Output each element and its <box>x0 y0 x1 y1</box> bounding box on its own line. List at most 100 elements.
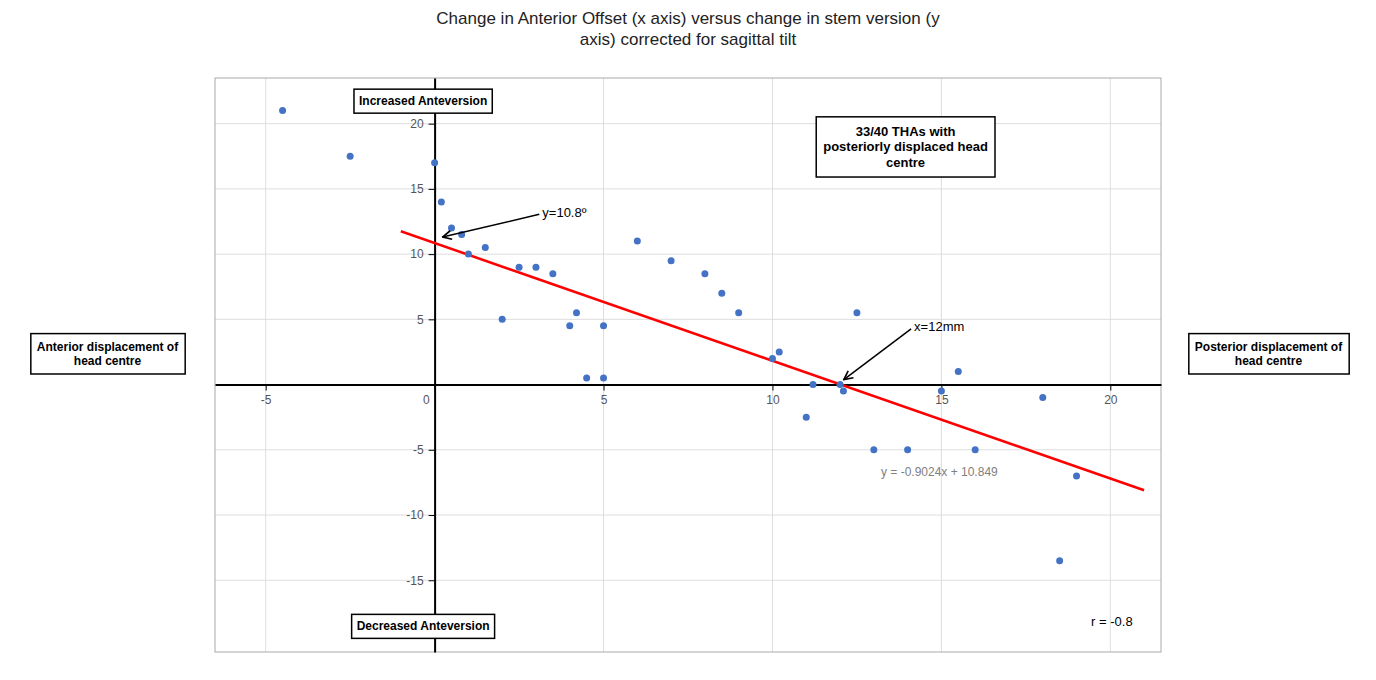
y-tick: 20 <box>410 117 434 131</box>
grid-line-y <box>215 515 1161 516</box>
scatter-point <box>972 446 979 453</box>
summary-box: 33/40 THAs withposteriorly displaced hea… <box>816 117 995 177</box>
x-annotation: x=12mm <box>914 319 964 334</box>
x-tick-label: 10 <box>766 393 780 407</box>
y-tick-mark <box>429 450 435 451</box>
scatter-point <box>810 381 817 388</box>
scatter-point <box>769 355 776 362</box>
scatter-point <box>465 251 472 258</box>
right-label-line: head centre <box>1235 354 1303 368</box>
left-label-line: head centre <box>74 354 142 368</box>
grid-line-x <box>1110 78 1111 652</box>
x-tick-mark <box>266 385 267 391</box>
scatter-point <box>600 375 607 382</box>
scatter-point <box>516 264 523 271</box>
decreased-box-text: Decreased Anteversion <box>357 619 490 633</box>
x-tick-label: 20 <box>1104 393 1118 407</box>
y-tick: -15 <box>406 574 434 588</box>
scatter-point <box>776 348 783 355</box>
grid-line-y <box>215 319 1161 320</box>
y-tick-mark <box>429 124 435 125</box>
scatter-point <box>668 257 675 264</box>
y-annotation: y=10.8º <box>542 205 586 220</box>
y-tick: 5 <box>417 313 435 327</box>
x-tick-mark <box>772 385 773 391</box>
equation: y = -0.9024x + 10.849 <box>881 465 998 479</box>
x-tick-label: 0 <box>423 393 430 407</box>
scatter-point <box>549 270 556 277</box>
x-tick-label: -5 <box>261 393 272 407</box>
title-line: axis) corrected for sagittal tilt <box>580 30 797 49</box>
scatter-point <box>583 375 590 382</box>
left-label-text: Anterior displacement ofhead centre <box>37 340 179 368</box>
annotations: y = -0.9024x + 10.849 y=10.8º x=12mm 33/40 … <box>352 89 1133 638</box>
scatter-point <box>431 159 438 166</box>
increased-box: Increased Anteversion <box>354 89 492 113</box>
scatter-point <box>279 107 286 114</box>
side-labels: Anterior displacement ofhead centre Poste… <box>31 334 1349 374</box>
grid <box>215 78 1161 652</box>
scatter-point <box>532 264 539 271</box>
y-tick-label: 5 <box>417 313 424 327</box>
y-tick: 15 <box>410 182 434 196</box>
plot-frame <box>215 78 1161 652</box>
scatter-point <box>1039 394 1046 401</box>
summary-box-line: centre <box>886 155 925 170</box>
scatter-point <box>347 153 354 160</box>
x-tick: 5 <box>601 385 608 408</box>
x-tick-mark <box>1110 385 1111 391</box>
plot: -505101520-15-10-55101520y = -0.9024x + … <box>215 78 1162 653</box>
r-text: r = -0.8 <box>1091 614 1133 629</box>
grid-line-y <box>215 449 1161 450</box>
summary-box-line: 33/40 THAs with <box>856 124 956 139</box>
grid-line-y <box>215 123 1161 124</box>
y-tick: 10 <box>410 247 434 261</box>
scatter-point <box>1056 557 1063 564</box>
grid-line-y <box>215 188 1161 189</box>
y-annotation-text: y=10.8º <box>542 205 586 220</box>
scatter-point <box>1073 472 1080 479</box>
scatter-point <box>955 368 962 375</box>
scatter-point <box>448 225 455 232</box>
x-annotation-arrow <box>844 329 911 380</box>
decreased-box-box <box>352 614 495 638</box>
x-tick: 20 <box>1104 385 1118 408</box>
left-label-box <box>31 334 185 374</box>
increased-box-text: Increased Anteversion <box>359 94 487 108</box>
scatter-point <box>853 309 860 316</box>
y-tick-label: 20 <box>410 117 424 131</box>
scatter-point <box>718 290 725 297</box>
right-label-box <box>1189 334 1349 374</box>
decreased-box-line: Decreased Anteversion <box>357 619 490 633</box>
regression-line <box>401 231 1144 490</box>
points <box>279 107 1080 564</box>
y-tick-mark <box>429 254 435 255</box>
x-annotation-line: x=12mm <box>914 319 964 334</box>
scatter-point <box>499 316 506 323</box>
x-tick: 15 <box>935 385 949 408</box>
x-axis: -5 0 5 10 15 20 <box>216 385 1162 408</box>
increased-box-box <box>354 89 492 113</box>
x-tick: -5 <box>261 385 272 408</box>
y-tick-label: -15 <box>406 574 424 588</box>
title-line: Change in Anterior Offset (x axis) versu… <box>436 9 940 28</box>
scatter-point <box>904 446 911 453</box>
x-tick-label: 5 <box>601 393 608 407</box>
scatter-point <box>837 381 844 388</box>
decreased-box: Decreased Anteversion <box>352 614 495 638</box>
grid-line-x <box>265 78 266 652</box>
summary-box-line: posteriorly displaced head <box>823 139 988 154</box>
right-label: Posterior displacement ofhead centre <box>1189 334 1349 374</box>
scatter-point <box>482 244 489 251</box>
grid-line-x <box>772 78 773 652</box>
x-axis-line <box>216 384 1162 386</box>
grid-line-y <box>215 254 1161 255</box>
x-tick-mark <box>604 385 605 391</box>
title: Change in Anterior Offset (x axis) versu… <box>436 9 940 49</box>
x-tick-label: 15 <box>935 393 949 407</box>
marks <box>279 107 1144 564</box>
scatter-point <box>870 446 877 453</box>
y-tick-mark <box>429 189 435 190</box>
y-tick-mark <box>429 515 435 516</box>
scatter-point <box>938 388 945 395</box>
